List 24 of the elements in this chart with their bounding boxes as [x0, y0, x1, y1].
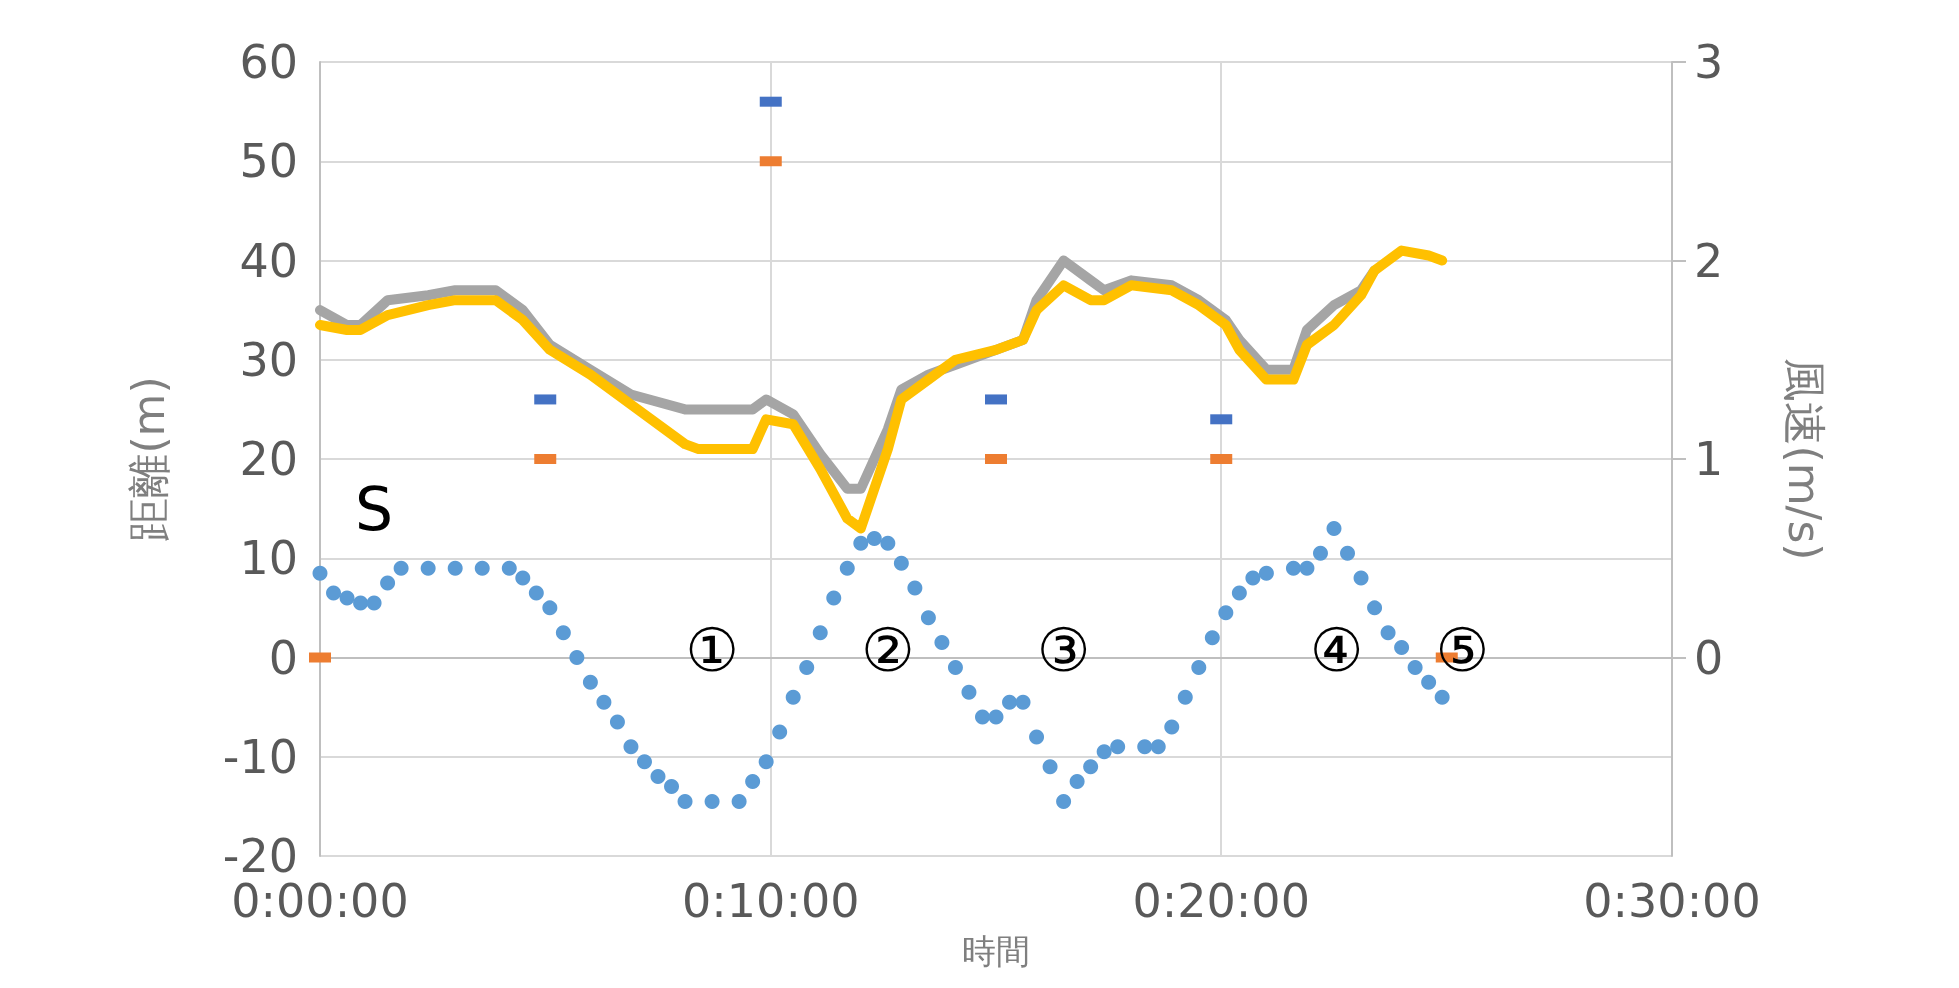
y-tick-label: 40	[239, 233, 298, 288]
y-tick-label: -10	[222, 729, 298, 784]
y-tick-label: 60	[239, 35, 298, 89]
x-tick-label: 0:30:00	[1583, 874, 1761, 928]
y2-tick-label: 0	[1694, 630, 1724, 685]
x-tick-label: 0:10:00	[682, 874, 860, 928]
annotation: ⑤	[1435, 614, 1490, 685]
y2-tick-label: 1	[1694, 432, 1724, 486]
x-tick-label: 0:20:00	[1132, 874, 1310, 928]
y2-tick-label: 2	[1694, 233, 1724, 288]
annotation: ③	[1036, 614, 1091, 685]
annotation: ①	[685, 614, 739, 685]
y-tick-label: 30	[239, 332, 298, 387]
y-tick-label: 0	[268, 630, 298, 685]
y-tick-label: 10	[239, 531, 298, 586]
y-axis-title: 距離(m)	[122, 376, 174, 542]
y-tick-label: 20	[239, 432, 298, 486]
y2-tick-label: 3	[1694, 35, 1724, 89]
annotation: ④	[1309, 614, 1364, 685]
y2-axis-title: 風速(m/s)	[1778, 357, 1830, 561]
y-tick-label: 50	[239, 134, 298, 189]
annotation: ②	[860, 614, 915, 685]
x-axis-title: 時間	[962, 931, 1030, 971]
annotation: S	[355, 474, 394, 545]
